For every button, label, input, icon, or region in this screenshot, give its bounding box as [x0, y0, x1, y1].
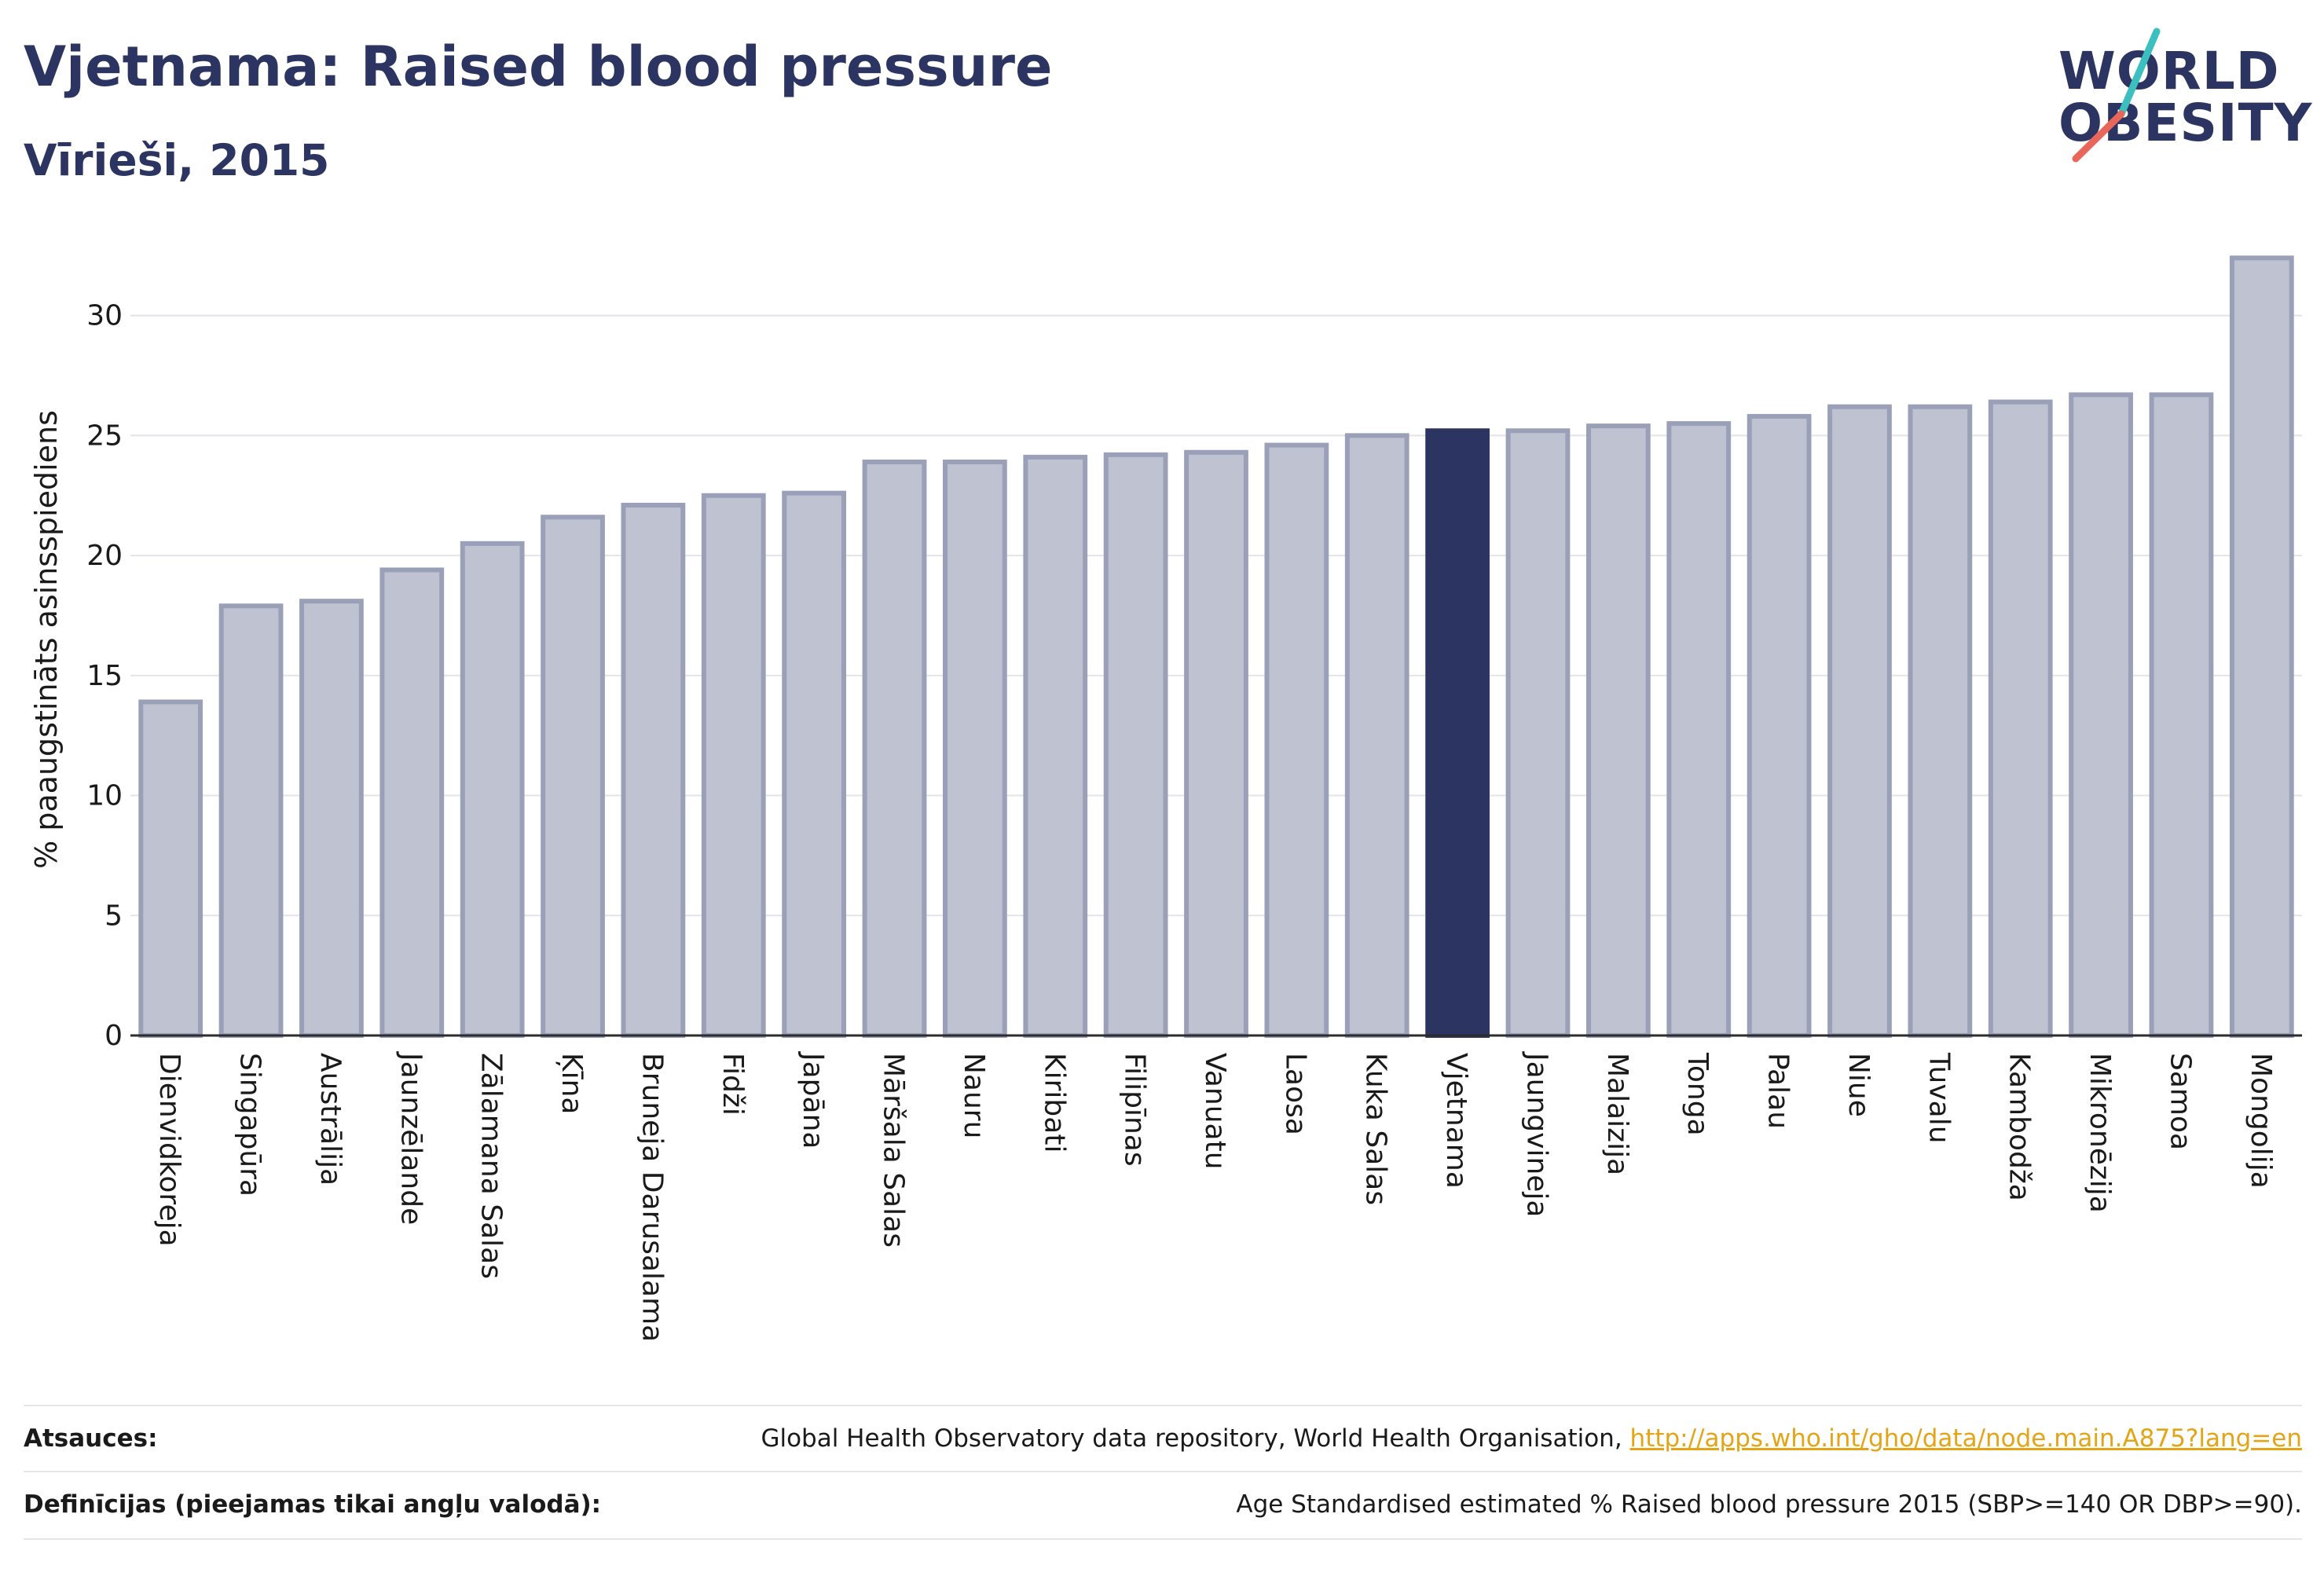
- footer-divider: [24, 1538, 2302, 1540]
- bar-Jaungvineja: [1505, 428, 1571, 1039]
- x-tick-label: Mikronēzija: [2084, 1053, 2116, 1213]
- x-tick-label: Jaungvineja: [1520, 1051, 1552, 1218]
- definitions-label: Definīcijas (pieejamas tikai angļu valod…: [24, 1490, 602, 1519]
- logo-line-2: OBESITY: [2058, 93, 2313, 153]
- x-tick-label: Singapūra: [234, 1053, 266, 1197]
- bar-Māršala Salas: [862, 459, 927, 1038]
- chart-title: Vjetnama: Raised blood pressure: [24, 35, 1053, 99]
- x-tick-label: Kuka Salas: [1360, 1053, 1392, 1205]
- chart-subtitle: Vīrieši, 2015: [24, 135, 330, 185]
- x-tick-label: Bruneja Darusalama: [636, 1053, 668, 1342]
- logo-line-1: WORLD: [2058, 41, 2280, 101]
- x-tick-label: Tuvalu: [1923, 1052, 1955, 1144]
- bar-Tuvalu: [1908, 404, 1973, 1038]
- x-tick-label: Jaunzēlande: [394, 1051, 427, 1225]
- x-tick-label: Vanuatu: [1199, 1053, 1231, 1170]
- bar-Tonga: [1666, 421, 1732, 1039]
- definitions-row: Definīcijas (pieejamas tikai angļu valod…: [24, 1471, 2302, 1537]
- y-tick-label: 5: [104, 900, 123, 932]
- y-axis-label: % paaugstināts asinsspiediens: [29, 410, 64, 869]
- bar-Palau: [1747, 413, 1812, 1039]
- y-tick-label: 25: [86, 420, 123, 452]
- bar-Filipīnas: [1103, 452, 1168, 1038]
- bar-Samoa: [2149, 392, 2214, 1039]
- x-tick-label: Tonga: [1681, 1052, 1714, 1136]
- bar-Singapūra: [218, 603, 284, 1038]
- bar-Ķīna: [541, 515, 605, 1038]
- bar-Jaunzēlande: [379, 567, 445, 1039]
- y-tick-label: 30: [86, 300, 123, 332]
- y-tick-label: 20: [86, 540, 123, 572]
- bar-Kambodža: [1988, 399, 2053, 1039]
- bar-Fidži: [701, 493, 766, 1038]
- x-tick-label: Zālamana Salas: [475, 1053, 508, 1279]
- bar-Malaizija: [1585, 423, 1651, 1038]
- logo-slash-icon: [2072, 27, 2161, 163]
- bar-Mongolija: [2229, 255, 2294, 1038]
- bar-Japāna: [782, 490, 847, 1038]
- y-tick-label: 0: [104, 1020, 123, 1052]
- x-tick-label: Kiribati: [1038, 1053, 1070, 1153]
- x-tick-label: Laosa: [1279, 1053, 1311, 1135]
- bar-Vjetnama: [1425, 428, 1490, 1039]
- x-tick-label: Māršala Salas: [878, 1053, 910, 1248]
- x-tick-label: Palau: [1762, 1053, 1794, 1129]
- x-tick-label: Austrālija: [314, 1053, 346, 1186]
- bar-Vanuatu: [1184, 449, 1248, 1038]
- x-tick-label: Nauru: [958, 1053, 990, 1138]
- definitions-text: Age Standardised estimated % Raised bloo…: [1236, 1490, 2302, 1519]
- sources-link[interactable]: http://apps.who.int/gho/data/node.main.A…: [1629, 1424, 2302, 1453]
- y-tick-label: 10: [86, 780, 123, 812]
- bar-Niue: [1827, 404, 1892, 1038]
- x-tick-label: Japāna: [797, 1051, 829, 1149]
- x-tick-label: Ķīna: [555, 1053, 588, 1115]
- sources-label: Atsauces:: [24, 1424, 158, 1453]
- bar-Nauru: [943, 459, 1007, 1038]
- bar-Kuka Salas: [1344, 433, 1409, 1038]
- bar-Dienvidkoreja: [138, 699, 203, 1038]
- bar-Austrālija: [299, 599, 364, 1038]
- x-tick-label: Mongolija: [2245, 1053, 2277, 1189]
- x-tick-label: Fidži: [717, 1053, 749, 1116]
- x-tick-label: Kambodža: [2003, 1053, 2036, 1201]
- x-tick-label: Niue: [1842, 1053, 1875, 1117]
- bar-Laosa: [1264, 442, 1329, 1038]
- x-tick-label: Filipīnas: [1119, 1053, 1151, 1167]
- bar-chart: 0 5 10 15 20 25 30 % paaugstināts asinsspiedien…: [29, 255, 2302, 1342]
- x-tick-label: Malaizija: [1601, 1053, 1633, 1175]
- y-tick-label: 15: [86, 660, 123, 692]
- sources-row: Atsauces: Global Health Observatory data…: [24, 1405, 2302, 1471]
- x-tick-label: Dienvidkoreja: [153, 1053, 185, 1247]
- x-tick-label: Samoa: [2164, 1053, 2196, 1150]
- bar-Mikronēzija: [2069, 392, 2133, 1039]
- bar-Bruneja Darusalama: [621, 502, 686, 1039]
- x-tick-label: Vjetnama: [1440, 1053, 1472, 1189]
- world-obesity-logo: WORLD OBESITY: [2058, 24, 2313, 165]
- bar-Kiribati: [1023, 454, 1088, 1038]
- sources-value: Global Health Observatory data repositor…: [761, 1424, 2302, 1453]
- bar-Zālamana Salas: [460, 541, 525, 1038]
- sources-text: Global Health Observatory data repositor…: [761, 1424, 1630, 1453]
